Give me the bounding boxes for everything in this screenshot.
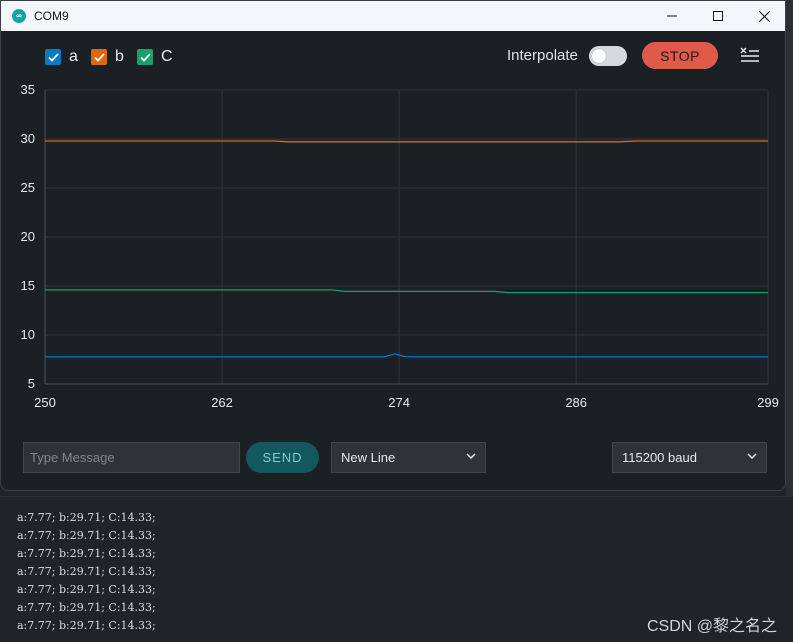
title-bar: ∞ COM9 bbox=[1, 1, 785, 31]
interpolate-label: Interpolate bbox=[507, 47, 578, 64]
series-line-b bbox=[45, 140, 768, 143]
line-ending-value: New Line bbox=[341, 450, 396, 465]
console-line: a:7.77; b:29.71; C:14.33; bbox=[17, 565, 156, 578]
x-tick-label: 250 bbox=[34, 395, 56, 410]
serial-monitor-output: a:7.77; b:29.71; C:14.33; a:7.77; b:29.71… bbox=[0, 496, 793, 642]
minimize-icon bbox=[667, 15, 677, 17]
legend-label: b bbox=[115, 48, 124, 65]
series-line-a bbox=[45, 353, 768, 358]
y-tick-label: 20 bbox=[21, 229, 35, 244]
chevron-down-icon bbox=[747, 453, 757, 460]
legend-label: a bbox=[69, 48, 78, 65]
interpolate-toggle[interactable] bbox=[589, 46, 627, 66]
chevron-down-icon bbox=[466, 453, 476, 460]
checkbox-checked-icon bbox=[91, 49, 107, 65]
series-line-c bbox=[45, 289, 768, 294]
plotter-toolbar: a b C Interpolate STOP bbox=[1, 41, 785, 71]
background-edge bbox=[786, 0, 793, 496]
console-line: a:7.77; b:29.71; C:14.33; bbox=[17, 529, 156, 542]
checkbox-checked-icon bbox=[137, 49, 153, 65]
serial-plotter-window: ∞ COM9 a b C Interpolate STOP bbox=[0, 0, 786, 491]
x-tick-label: 299 bbox=[757, 395, 779, 410]
window-title: COM9 bbox=[34, 9, 69, 23]
console-line: a:7.77; b:29.71; C:14.33; bbox=[17, 547, 156, 560]
message-input[interactable] bbox=[23, 442, 240, 473]
baud-rate-select[interactable]: 115200 baud bbox=[612, 442, 767, 473]
send-button[interactable]: SEND bbox=[246, 442, 319, 473]
x-tick-label: 286 bbox=[565, 395, 587, 410]
close-icon bbox=[758, 10, 770, 22]
y-tick-label: 10 bbox=[21, 327, 35, 342]
minimize-button[interactable] bbox=[649, 1, 695, 31]
console-line: a:7.77; b:29.71; C:14.33; bbox=[17, 619, 156, 632]
maximize-icon bbox=[713, 11, 723, 21]
plot-chart: 35 30 25 20 15 10 5 250 262 274 286 299 bbox=[21, 82, 779, 410]
checkbox-checked-icon bbox=[45, 49, 61, 65]
console-line: a:7.77; b:29.71; C:14.33; bbox=[17, 511, 156, 524]
toggle-knob bbox=[592, 49, 606, 63]
legend-toggle-b[interactable]: b bbox=[91, 48, 124, 66]
x-tick-label: 274 bbox=[388, 395, 410, 410]
clear-list-icon bbox=[740, 47, 759, 62]
y-tick-label: 35 bbox=[21, 82, 35, 97]
y-tick-label: 30 bbox=[21, 131, 35, 146]
legend-toggle-c[interactable]: C bbox=[137, 48, 173, 66]
console-line: a:7.77; b:29.71; C:14.33; bbox=[17, 601, 156, 614]
console-line: a:7.77; b:29.71; C:14.33; bbox=[17, 583, 156, 596]
y-tick-label: 15 bbox=[21, 278, 35, 293]
watermark-text: CSDN @黎之名之 bbox=[646, 618, 777, 635]
y-tick-label: 5 bbox=[28, 376, 35, 391]
legend-toggle-a[interactable]: a bbox=[45, 48, 78, 66]
x-tick-label: 262 bbox=[211, 395, 233, 410]
close-button[interactable] bbox=[741, 1, 785, 31]
y-tick-label: 25 bbox=[21, 180, 35, 195]
arduino-icon: ∞ bbox=[12, 9, 26, 23]
legend-label: C bbox=[161, 48, 173, 65]
maximize-button[interactable] bbox=[695, 1, 741, 31]
clear-plot-button[interactable] bbox=[739, 45, 761, 70]
baud-rate-value: 115200 baud bbox=[622, 450, 697, 465]
stop-button[interactable]: STOP bbox=[642, 42, 718, 69]
line-ending-select[interactable]: New Line bbox=[331, 442, 486, 473]
